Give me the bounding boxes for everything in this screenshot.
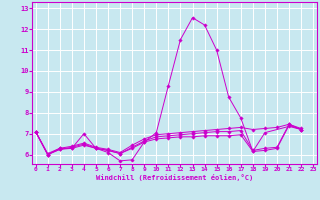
X-axis label: Windchill (Refroidissement éolien,°C): Windchill (Refroidissement éolien,°C)	[96, 174, 253, 181]
